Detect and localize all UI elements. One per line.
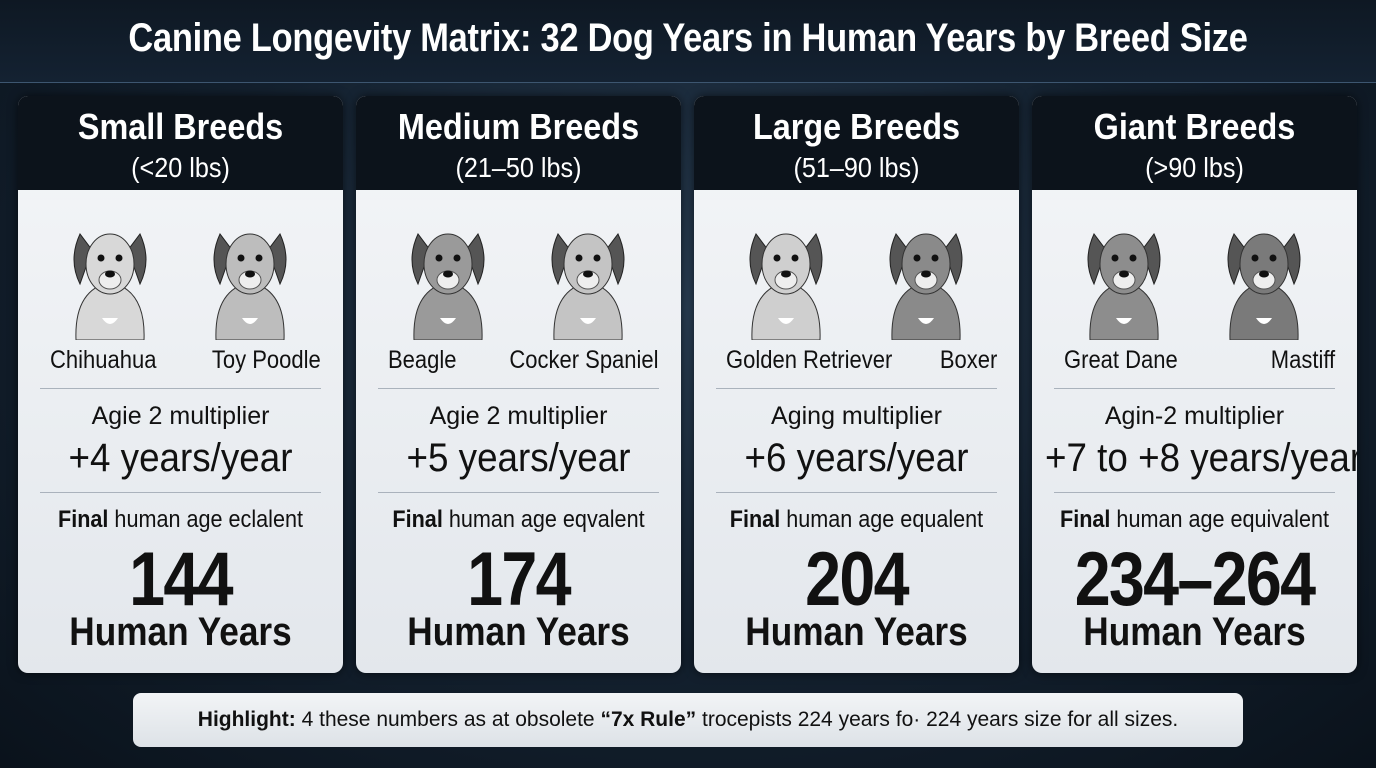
card-title: Medium Breeds [397, 106, 640, 147]
final-label-text: human age equivalent [1116, 506, 1329, 533]
multiplier-value: +7 to +8 years/year [1045, 436, 1357, 480]
multiplier-label: Aging multiplier [771, 402, 942, 430]
breed-card: Large Breeds (51–90 lbs) Golden Retriever B… [694, 96, 1019, 673]
highlight-label: Highlight: [197, 708, 296, 731]
card-header: Small Breeds (<20 lbs) [18, 96, 343, 190]
highlight-text: trocepists 224 years fo· 224 years size … [702, 708, 1179, 731]
highlight-rule: “7x Rule” [600, 708, 697, 731]
dog-illustration [551, 233, 625, 340]
final-label-bold: Final [58, 506, 109, 533]
highlight-text: 4 these numbers as at obsolete [301, 708, 595, 731]
divider [378, 492, 659, 493]
final-label: Final human age equalent [710, 506, 1003, 534]
multiplier-label: Agie 2 multiplier [429, 402, 608, 430]
dog-illustrations [1087, 233, 1301, 340]
final-label-text: human age eqvalent [448, 506, 645, 533]
multiplier-value: +5 years/year [406, 436, 631, 480]
breed-name: Great Dane [1064, 346, 1178, 374]
multiplier-label: Agie 2 multiplier [91, 402, 270, 430]
breed-name: Chihuahua [50, 346, 157, 374]
dog-illustration [1227, 233, 1301, 340]
card-weight: (>90 lbs) [1145, 152, 1244, 183]
card-weight: (21–50 lbs) [455, 152, 582, 183]
final-label: Final human age equivalent [1048, 506, 1341, 534]
final-label-bold: Final [1060, 506, 1111, 533]
breed-name: Golden Retriever [726, 346, 893, 374]
divider [1054, 492, 1335, 493]
final-value: 234–264 [1074, 537, 1316, 622]
final-value: 174 [467, 537, 571, 622]
final-value: 144 [129, 537, 233, 622]
card-title: Giant Breeds [1093, 106, 1296, 147]
final-label-text: human age eclalent [114, 506, 303, 533]
card-header: Giant Breeds (>90 lbs) [1032, 96, 1357, 190]
card-title: Small Breeds [77, 106, 284, 147]
final-label-bold: Final [729, 506, 781, 533]
breed-name: Cocker Spaniel [509, 346, 659, 374]
multiplier-label: Agin-2 multiplier [1104, 402, 1285, 430]
final-unit: Human Years [1083, 610, 1306, 654]
divider [40, 388, 321, 389]
card-weight: (51–90 lbs) [793, 152, 920, 183]
final-label: Final human age eqvalent [372, 506, 665, 534]
breed-card: Small Breeds (<20 lbs) Chihuahua Toy Poodle… [18, 96, 343, 673]
final-unit: Human Years [745, 610, 968, 654]
card-weight: (<20 lbs) [131, 152, 230, 183]
dog-illustration [73, 233, 147, 340]
final-value: 204 [805, 537, 909, 622]
divider [378, 388, 659, 389]
divider [716, 492, 997, 493]
divider [40, 492, 321, 493]
multiplier-value: +4 years/year [68, 436, 293, 480]
breed-card: Giant Breeds (>90 lbs) Great Dane Mastiff Ag… [1032, 96, 1357, 673]
final-unit: Human Years [407, 610, 630, 654]
dog-illustration [1087, 233, 1161, 340]
breed-name: Boxer [939, 346, 997, 374]
title-bar: Canine Longevity Matrix: 32 Dog Years in… [0, 0, 1376, 83]
dog-illustration [889, 233, 963, 340]
breed-name: Beagle [388, 346, 457, 374]
divider [716, 388, 997, 389]
dog-illustration [749, 233, 823, 340]
dog-illustrations [73, 233, 287, 340]
dog-illustrations [411, 233, 625, 340]
breed-name: Toy Poodle [212, 346, 321, 374]
dog-illustration [411, 233, 485, 340]
final-label-text: human age equalent [786, 506, 984, 533]
dog-illustration [213, 233, 287, 340]
dog-illustrations [749, 233, 963, 340]
title: Canine Longevity Matrix: 32 Dog Years in… [128, 16, 1248, 60]
final-label: Final human age eclalent [34, 506, 327, 534]
card-header: Large Breeds (51–90 lbs) [694, 96, 1019, 190]
divider [1054, 388, 1335, 389]
final-label-bold: Final [392, 506, 443, 533]
card-header: Medium Breeds (21–50 lbs) [356, 96, 681, 190]
highlight-box: Highlight: 4 these numbers as at obsolet… [133, 693, 1243, 747]
multiplier-value: +6 years/year [744, 436, 969, 480]
breed-name: Mastiff [1270, 346, 1335, 374]
card-title: Large Breeds [752, 106, 961, 147]
final-unit: Human Years [69, 610, 292, 654]
breed-card: Medium Breeds (21–50 lbs) Beagle Cocker Spa… [356, 96, 681, 673]
